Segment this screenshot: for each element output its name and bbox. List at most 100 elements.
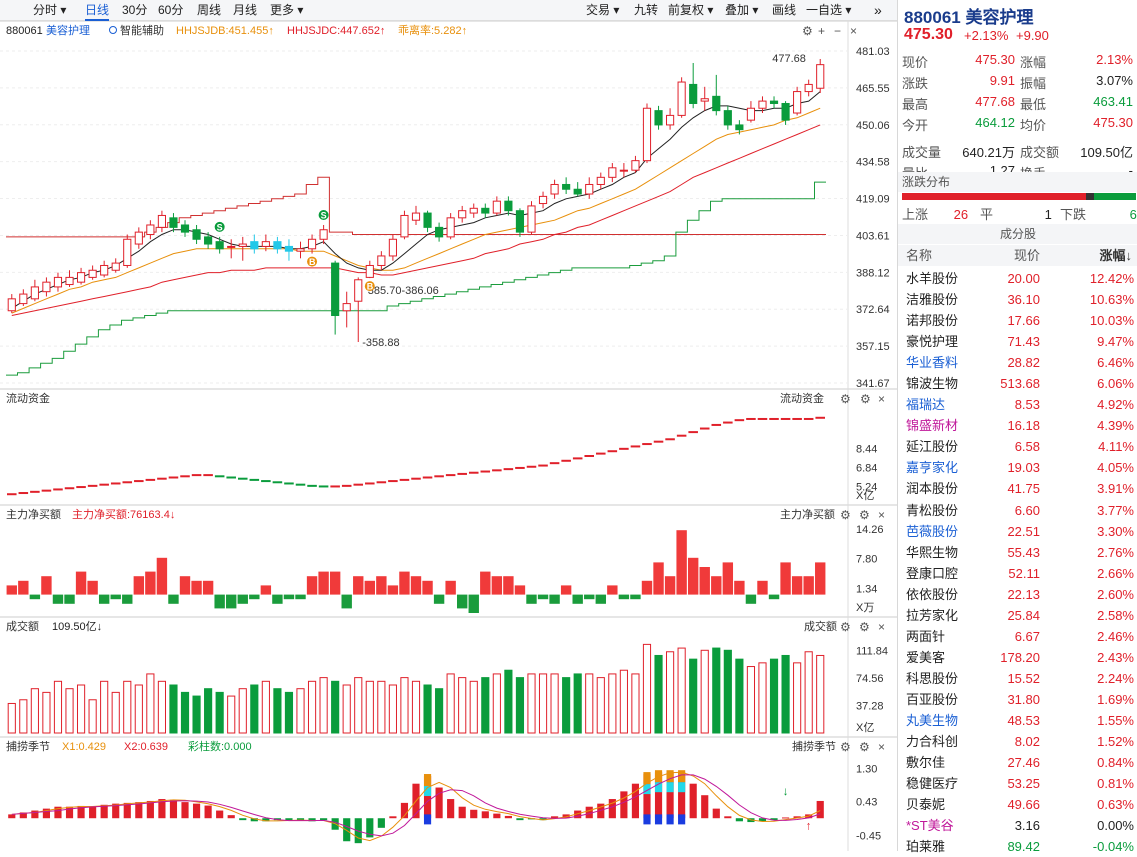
season-color-bar bbox=[654, 782, 663, 793]
list-item[interactable]: 登康口腔 52.11 2.66% bbox=[898, 563, 1137, 584]
settings-icon[interactable]: ⚙ bbox=[859, 508, 870, 522]
list-item[interactable]: 锦波生物 513.68 6.06% bbox=[898, 373, 1137, 394]
period-tab-0[interactable]: 分时 ▾ bbox=[33, 3, 67, 17]
close-icon[interactable]: × bbox=[878, 620, 885, 634]
settings-icon[interactable]: ⚙ bbox=[859, 740, 870, 754]
zoom-in-icon[interactable]: + bbox=[818, 24, 825, 38]
list-item[interactable]: *ST美谷 3.16 0.00% bbox=[898, 815, 1137, 836]
tool-button-0[interactable]: 交易 ▾ bbox=[586, 3, 620, 17]
settings-icon[interactable]: ⚙ bbox=[840, 740, 851, 754]
season-bar bbox=[77, 805, 85, 819]
tool-button-2[interactable]: 前复权 ▾ bbox=[668, 3, 714, 17]
candle-body bbox=[562, 183, 571, 190]
settings-icon[interactable]: ⚙ bbox=[840, 392, 851, 406]
candle-body bbox=[146, 224, 155, 236]
list-item[interactable]: 华熙生物 55.43 2.76% bbox=[898, 542, 1137, 563]
list-item[interactable]: 芭薇股份 22.51 3.30% bbox=[898, 521, 1137, 542]
settings-icon[interactable]: ⚙ bbox=[840, 508, 851, 522]
period-tab-1[interactable]: 日线 bbox=[85, 0, 110, 21]
settings-icon[interactable]: ⚙ bbox=[859, 620, 870, 634]
tool-button-3[interactable]: 叠加 ▾ bbox=[725, 3, 759, 17]
candle-body bbox=[42, 281, 51, 293]
netbuy-bar bbox=[537, 594, 549, 600]
stock-chart-svg[interactable]: 481.03 465.55 450.06 434.58 419.09 403.61 388.… bbox=[0, 20, 897, 851]
season-bar bbox=[678, 772, 686, 819]
y-tick-label: 481.03 bbox=[856, 46, 890, 58]
period-tab-4[interactable]: 周线 bbox=[197, 3, 222, 17]
stock-pct: 4.05% bbox=[1097, 460, 1134, 476]
volume-bar bbox=[169, 684, 178, 734]
list-item[interactable]: 稳健医疗 53.25 0.81% bbox=[898, 773, 1137, 794]
gear-icon[interactable]: ⚙ bbox=[860, 392, 871, 406]
list-item[interactable]: 拉芳家化 25.84 2.58% bbox=[898, 605, 1137, 626]
list-item[interactable]: 华业香料 28.82 6.46% bbox=[898, 352, 1137, 373]
settings-icon[interactable]: ⚙ bbox=[802, 24, 813, 38]
list-item[interactable]: 两面针 6.67 2.46% bbox=[898, 626, 1137, 647]
period-tab-3[interactable]: 60分 bbox=[158, 3, 184, 17]
list-item[interactable]: 珀莱雅 89.42 -0.04% bbox=[898, 836, 1137, 857]
list-item[interactable]: 贝泰妮 49.66 0.63% bbox=[898, 794, 1137, 815]
list-item[interactable]: 爱美客 178.20 2.43% bbox=[898, 647, 1137, 668]
volume-bar bbox=[7, 702, 16, 734]
list-item[interactable]: 水羊股份 20.00 12.42% bbox=[898, 268, 1137, 289]
list-item[interactable]: 百亚股份 31.80 1.69% bbox=[898, 689, 1137, 710]
list-item[interactable]: 豪悦护理 71.43 9.47% bbox=[898, 331, 1137, 352]
list-item[interactable]: 锦盛新材 16.18 4.39% bbox=[898, 415, 1137, 436]
close-icon[interactable]: × bbox=[878, 392, 885, 406]
settings-icon[interactable]: ⚙ bbox=[840, 620, 851, 634]
period-tab-5[interactable]: 月线 bbox=[233, 3, 258, 17]
netbuy-bar bbox=[687, 557, 699, 595]
list-item[interactable]: 丸美生物 48.53 1.55% bbox=[898, 710, 1137, 731]
list-item[interactable]: 洁雅股份 36.10 10.63% bbox=[898, 289, 1137, 310]
quote-value: 109.50亿 bbox=[1080, 145, 1133, 160]
stock-pct: 2.60% bbox=[1097, 586, 1134, 602]
stock-pct: 10.03% bbox=[1089, 313, 1134, 329]
tool-button-1[interactable]: 九转 bbox=[634, 3, 659, 17]
period-tab-2[interactable]: 30分 bbox=[122, 3, 148, 17]
tool-button-4[interactable]: 画线 bbox=[772, 3, 797, 17]
close-icon[interactable]: × bbox=[850, 24, 857, 38]
col-pct[interactable]: 涨幅↓ bbox=[1099, 248, 1132, 263]
zoom-out-icon[interactable]: − bbox=[834, 24, 841, 38]
close-icon[interactable]: × bbox=[878, 740, 885, 754]
season-color-bar bbox=[423, 786, 432, 797]
list-item[interactable]: 嘉亨家化 19.03 4.05% bbox=[898, 457, 1137, 478]
netbuy-bar bbox=[549, 594, 560, 604]
netbuy-bar bbox=[226, 594, 237, 609]
period-tab-6[interactable]: 更多 ▾ bbox=[270, 3, 304, 17]
list-item[interactable]: 福瑞达 8.53 4.92% bbox=[898, 394, 1137, 415]
volume-bar bbox=[65, 688, 74, 734]
volume-bar bbox=[793, 662, 802, 734]
volume-bar bbox=[42, 691, 51, 734]
double-chevron-right-icon[interactable]: » bbox=[874, 2, 882, 18]
list-item[interactable]: 诺邦股份 17.66 10.03% bbox=[898, 310, 1137, 331]
netbuy-bar bbox=[249, 594, 260, 600]
list-item[interactable]: 力合科创 8.02 1.52% bbox=[898, 731, 1137, 752]
netbuy-bar bbox=[584, 594, 595, 600]
stock-name: 华业香料 bbox=[906, 355, 959, 371]
quote-value: 2.13% bbox=[1096, 52, 1133, 67]
tool-button-5[interactable]: 一自选 ▾ bbox=[806, 3, 852, 17]
up-arrow-icon: ↑ bbox=[806, 819, 812, 833]
list-item[interactable]: 延江股份 6.58 4.11% bbox=[898, 436, 1137, 457]
list-item[interactable]: 依依股份 22.13 2.60% bbox=[898, 584, 1137, 605]
season-bar bbox=[285, 818, 293, 821]
y-tick-label: 0.43 bbox=[856, 797, 877, 809]
y-tick-label: 74.56 bbox=[856, 673, 884, 685]
list-item[interactable]: 敷尔佳 27.46 0.84% bbox=[898, 752, 1137, 773]
candle-body bbox=[527, 205, 536, 233]
season-bar bbox=[389, 816, 397, 819]
col-name[interactable]: 名称 bbox=[906, 248, 933, 263]
stock-price: 6.58 bbox=[1014, 439, 1040, 455]
list-item[interactable]: 科思股份 15.52 2.24% bbox=[898, 668, 1137, 689]
stock-price: 8.02 bbox=[1014, 734, 1040, 750]
y-tick-label: 419.09 bbox=[856, 194, 890, 206]
col-price[interactable]: 现价 bbox=[1013, 248, 1040, 263]
candle-body bbox=[123, 238, 132, 266]
candle-body bbox=[504, 200, 513, 212]
netbuy-bar bbox=[433, 594, 445, 604]
list-item[interactable]: 青松股份 6.60 3.77% bbox=[898, 500, 1137, 521]
list-item[interactable]: 润本股份 41.75 3.91% bbox=[898, 478, 1137, 499]
season-bar bbox=[735, 818, 743, 822]
close-icon[interactable]: × bbox=[878, 508, 885, 522]
